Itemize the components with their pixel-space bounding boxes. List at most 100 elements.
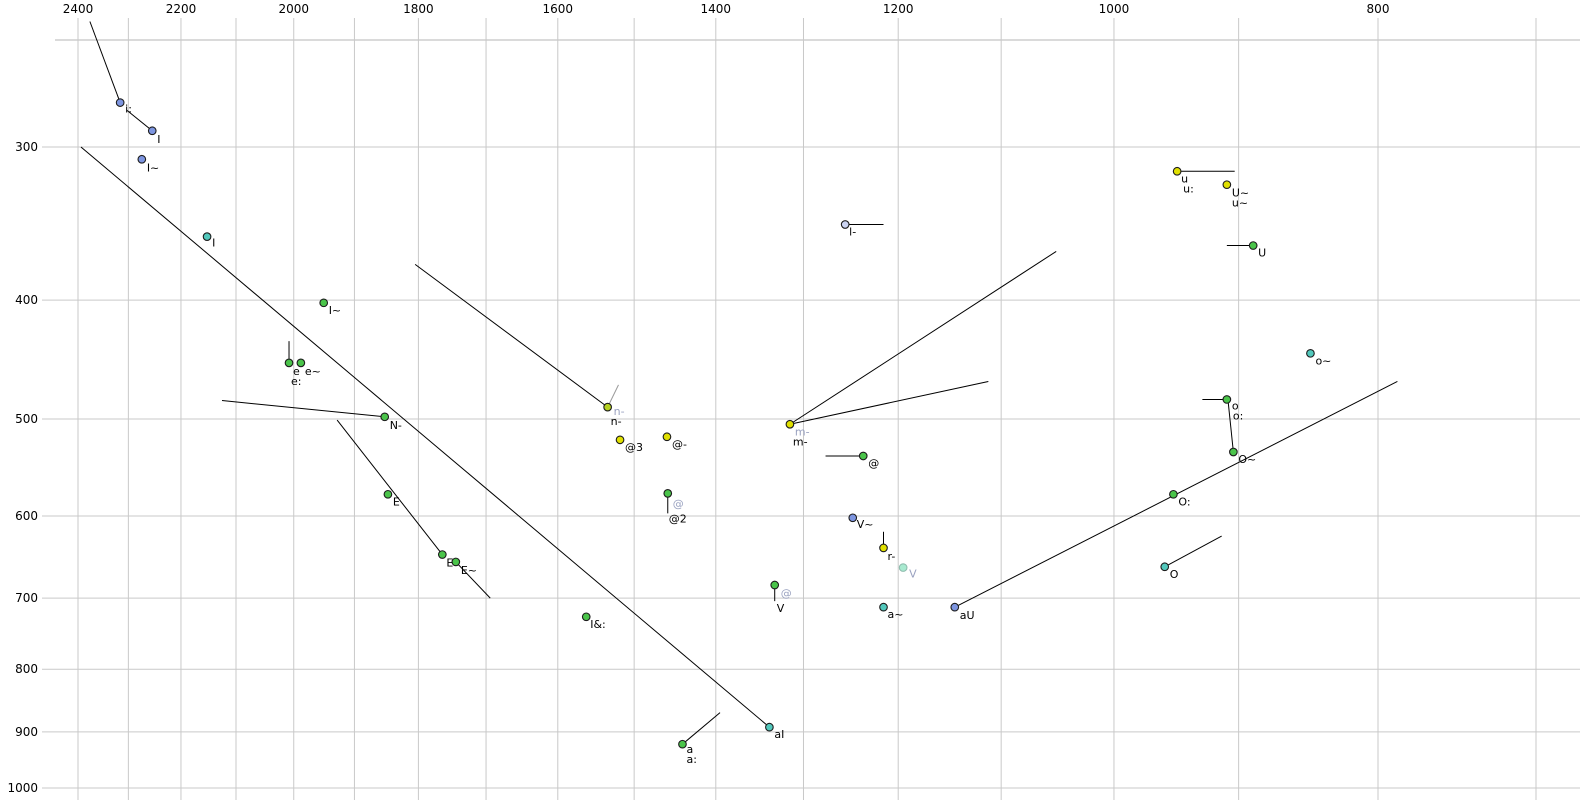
vowel-label: aI — [774, 728, 784, 741]
x-tick-label: 2200 — [166, 2, 197, 16]
y-tick-label: 800 — [15, 662, 38, 676]
vowel-tail — [455, 561, 491, 599]
vowel-point-V — [770, 580, 780, 590]
x-tick-label: 800 — [1367, 2, 1390, 16]
vowel-label: m- — [793, 435, 808, 448]
vowel-label: o — [1232, 399, 1239, 412]
vowel-label: o: — [1233, 409, 1243, 422]
vowel-point-@3 — [615, 435, 625, 445]
vowel-label: @3 — [625, 441, 643, 454]
vowel-point-r- — [879, 543, 888, 553]
vowel-point-E~ — [451, 557, 461, 567]
vowel-point-N- — [380, 412, 390, 422]
x-tick-label: 1400 — [701, 2, 732, 16]
vowel-label: r- — [888, 550, 896, 563]
vowel-point-I-1 — [147, 126, 157, 136]
vowel-label: e: — [291, 375, 301, 388]
x-tick-label: 1800 — [403, 2, 434, 16]
vowel-point-O: — [1169, 489, 1178, 499]
vowel-label: a~ — [888, 608, 904, 621]
vowel-label: I~ — [147, 161, 159, 174]
vowel-point-aU — [950, 602, 960, 612]
vowel-tail — [336, 419, 443, 555]
vowel-label: I — [212, 237, 215, 250]
y-tick-label: 300 — [15, 140, 38, 154]
vowel-tail — [221, 400, 385, 418]
vowel-tail — [414, 263, 608, 408]
vowel-label: V — [777, 602, 785, 615]
vowel-point-o~ — [1306, 348, 1315, 358]
vowel-point-E-1 — [383, 489, 393, 499]
vowel-label: o~ — [1315, 354, 1331, 367]
vowel-point-o: — [1222, 395, 1232, 404]
vowel-point-I~-1 — [137, 154, 147, 164]
vowel-label: N- — [390, 419, 402, 432]
y-tick-label: 400 — [15, 293, 38, 307]
vowel-label: O~ — [1238, 453, 1256, 466]
y-tick-label: 700 — [15, 591, 38, 605]
y-tick-label: 500 — [15, 412, 38, 426]
x-tick-label: 1000 — [1099, 2, 1130, 16]
vowel-label: a: — [686, 753, 696, 766]
vowel-label: I~ — [329, 304, 341, 317]
vowel-point-U — [1248, 241, 1258, 250]
vowel-label: V~ — [857, 518, 874, 531]
vowel-label: E — [446, 557, 453, 570]
vowel-label: @ — [781, 587, 792, 600]
vowel-tail — [682, 712, 721, 745]
vowel-tail — [80, 146, 770, 728]
vowel-label: l- — [849, 225, 856, 238]
vowel-label: u — [1181, 172, 1188, 185]
vowel-label: @- — [672, 438, 687, 451]
x-tick-label: 1600 — [543, 2, 574, 16]
vowel-label: a — [686, 743, 693, 756]
vowel-label: U~ — [1232, 187, 1249, 200]
vowel-point-i: — [115, 98, 125, 107]
vowel-point-@- — [662, 432, 672, 442]
vowel-label: I&: — [590, 618, 606, 631]
vowel-point-@ — [858, 451, 868, 461]
vowel-label: e~ — [305, 365, 321, 378]
vowel-point-O — [1160, 562, 1170, 572]
vowel-point-U~ — [1222, 180, 1232, 190]
vowel-point-I-2 — [202, 232, 212, 241]
x-tick-label: 2400 — [63, 2, 94, 16]
vowel-label: e — [293, 365, 300, 378]
vowel-point-u — [1172, 166, 1182, 176]
vowel-label: E — [393, 495, 400, 508]
vowel-tail — [789, 380, 989, 425]
vowel-point-O~ — [1229, 447, 1238, 457]
y-tick-label: 900 — [15, 725, 38, 739]
vowel-point-m- — [785, 419, 795, 429]
vowel-label: V — [909, 568, 917, 581]
x-tick-label: 2000 — [278, 2, 309, 16]
vowel-point-n- — [603, 402, 612, 412]
vowel-point-e~ — [296, 358, 306, 368]
vowel-tail — [1227, 401, 1234, 453]
vowel-label: m- — [795, 425, 810, 438]
vowel-label: aU — [960, 609, 975, 622]
vowel-point-V-ghost — [898, 563, 908, 572]
vowel-point-a — [678, 739, 687, 749]
vowel-label: i: — [125, 103, 132, 116]
vowel-point-a~ — [879, 602, 888, 612]
vowel-label: I — [157, 133, 160, 146]
vowel-label: u~ — [1232, 197, 1248, 210]
y-tick-label: 1000 — [7, 781, 38, 795]
vowel-point-aI — [765, 722, 774, 732]
vowel-label: @2 — [669, 512, 687, 525]
vowel-label: n- — [611, 415, 622, 428]
vowel-tail — [789, 250, 1057, 425]
vowel-point-I~-2 — [319, 298, 329, 308]
vowel-point-l- — [840, 220, 850, 229]
vowel-label: E~ — [461, 564, 477, 577]
vowel-label: O — [1170, 568, 1179, 581]
vowel-point-I&: — [581, 612, 591, 622]
x-tick-label: 1200 — [883, 2, 914, 16]
vowel-label: U — [1258, 247, 1266, 260]
vowel-tail — [1164, 535, 1222, 568]
vowel-point-V~ — [848, 513, 858, 523]
vowel-label: @ — [868, 457, 879, 470]
